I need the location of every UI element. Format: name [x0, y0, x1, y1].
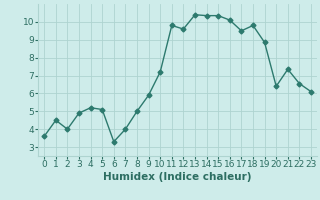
X-axis label: Humidex (Indice chaleur): Humidex (Indice chaleur)	[103, 172, 252, 182]
